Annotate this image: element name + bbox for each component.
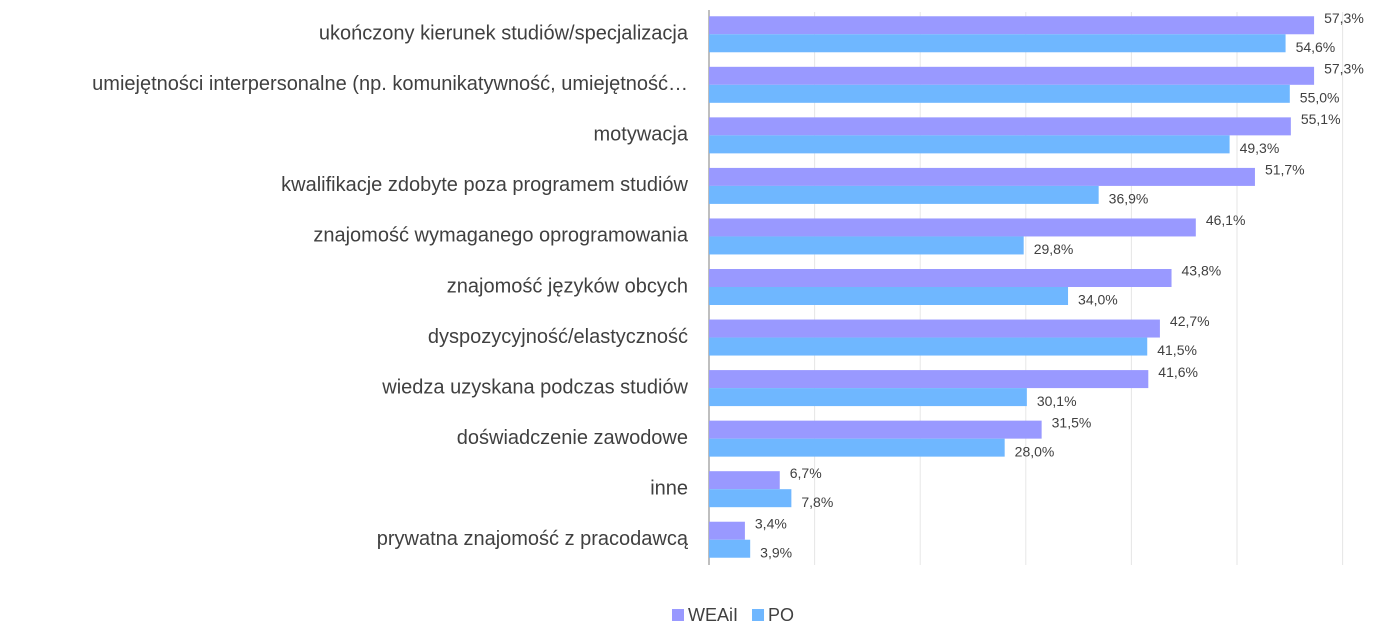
value-label: 30,1% — [1037, 393, 1077, 409]
bar — [709, 84, 1290, 103]
legend-label: WEAiI — [688, 605, 738, 623]
value-label: 31,5% — [1052, 414, 1092, 430]
value-label: 43,8% — [1182, 263, 1222, 279]
bar — [709, 521, 745, 540]
bar — [709, 319, 1160, 338]
value-label: 57,3% — [1324, 10, 1364, 26]
value-label: 3,9% — [760, 544, 792, 560]
legend-swatch — [752, 609, 765, 621]
bar — [709, 337, 1148, 356]
value-label: 46,1% — [1206, 212, 1246, 228]
bar — [709, 287, 1069, 305]
bar — [709, 438, 1005, 457]
value-label: 28,0% — [1015, 443, 1055, 459]
bar — [709, 66, 1315, 85]
category-label: doświadczenie zawodowe — [457, 427, 688, 449]
bar — [709, 185, 1099, 204]
bar — [709, 539, 751, 558]
category-label: prywatna znajomość z pracodawcą — [377, 528, 689, 550]
value-label: 55,0% — [1300, 90, 1340, 106]
value-label: 51,7% — [1265, 162, 1305, 178]
category-label: znajomość języków obcych — [447, 275, 688, 297]
value-label: 36,9% — [1109, 191, 1149, 207]
legend-label: PO — [768, 605, 794, 623]
value-label: 42,7% — [1170, 313, 1210, 329]
bar — [709, 16, 1315, 35]
value-label: 3,4% — [755, 515, 787, 531]
value-label: 55,1% — [1301, 111, 1341, 127]
bar — [709, 135, 1230, 154]
value-label: 7,8% — [801, 494, 833, 510]
bar — [709, 167, 1255, 186]
value-label: 34,0% — [1078, 292, 1118, 308]
category-label: umiejętności interpersonalne (np. komuni… — [92, 73, 688, 95]
category-label: wiedza uzyskana podczas studiów — [381, 376, 688, 398]
value-label: 57,3% — [1324, 61, 1364, 77]
bar — [709, 269, 1172, 287]
bar — [709, 370, 1149, 389]
category-label: znajomość wymaganego oprogramowania — [313, 225, 689, 247]
value-label: 54,6% — [1296, 39, 1336, 55]
category-label: ukończony kierunek studiów/specjalizacja — [319, 23, 689, 45]
bar — [709, 218, 1196, 237]
value-label: 49,3% — [1240, 140, 1280, 156]
category-label: inne — [650, 477, 688, 499]
value-label: 41,6% — [1158, 364, 1198, 380]
value-label: 41,5% — [1157, 342, 1197, 358]
value-label: 29,8% — [1034, 241, 1074, 257]
category-label: dyspozycyjność/elastyczność — [428, 326, 688, 348]
legend-swatch — [672, 609, 684, 621]
category-label: motywacja — [594, 124, 689, 146]
bar — [709, 489, 792, 508]
bar — [709, 236, 1024, 255]
bar — [709, 117, 1291, 136]
value-label: 6,7% — [790, 465, 822, 481]
category-label: kwalifikacje zdobyte poza programem stud… — [281, 174, 688, 196]
bar — [709, 388, 1027, 407]
bar — [709, 471, 780, 490]
bar — [709, 34, 1286, 53]
bar — [709, 420, 1042, 439]
